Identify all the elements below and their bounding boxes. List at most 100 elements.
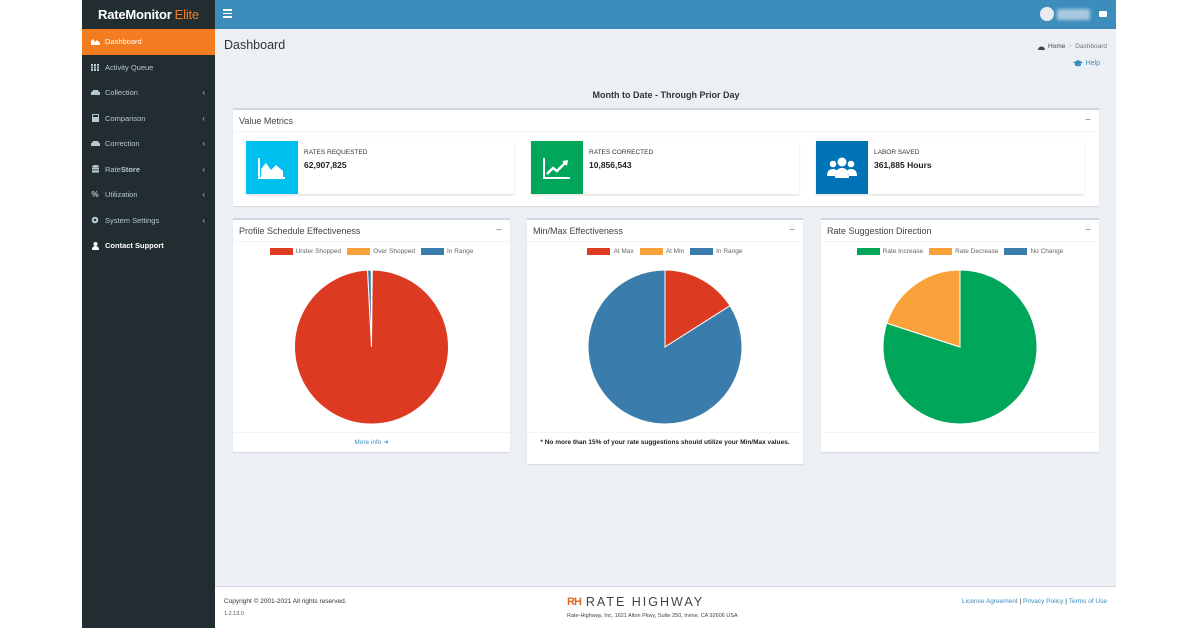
legend-item[interactable]: No Change	[1004, 248, 1063, 255]
app-logo[interactable]: RateMonitor Elite	[82, 0, 215, 29]
chart-legend: At Max At Min In Range	[527, 248, 803, 255]
breadcrumb: Home > Dashboard	[1038, 43, 1107, 50]
chevron-left-icon: ‹	[202, 113, 205, 123]
chevron-left-icon: ‹	[202, 215, 205, 225]
pie-slice-in-range[interactable]	[587, 269, 743, 425]
sidebar-item-contact-support[interactable]: Contact Support	[82, 233, 215, 259]
chevron-left-icon: ‹	[202, 164, 205, 174]
sidebar-item-activity-queue[interactable]: Activity Queue	[82, 55, 215, 81]
legend-label: Rate Decrease	[955, 248, 999, 255]
database-icon	[90, 165, 100, 173]
sidebar-item-label: Utilization	[105, 190, 138, 200]
sidebar-item-utilization[interactable]: % Utilization ‹	[82, 182, 215, 208]
metric-value: 10,856,543	[589, 160, 632, 170]
legend-item[interactable]: At Min	[639, 248, 685, 255]
pie-chart-area	[527, 268, 803, 426]
minmax-note: * No more than 15% of your rate suggesti…	[527, 432, 803, 453]
collapse-icon[interactable]: −	[496, 225, 502, 236]
legend-label: At Min	[665, 248, 685, 255]
sidebar-item-dashboard[interactable]: Dashboard	[82, 29, 215, 55]
box-title: Value Metrics	[239, 115, 293, 126]
chevron-left-icon: ‹	[202, 139, 205, 149]
chart-header: Min/Max Effectiveness −	[527, 220, 803, 242]
box-footer	[821, 432, 1099, 454]
license-agreement-link[interactable]: License Agreement	[962, 598, 1018, 605]
arrow-circle-right-icon: ➜	[383, 439, 389, 446]
pie-chart-area	[233, 268, 510, 426]
legend-item[interactable]: At Max	[587, 248, 634, 255]
sidebar-item-collection[interactable]: Collection ‹	[82, 80, 215, 106]
breadcrumb-home[interactable]: Home	[1048, 43, 1066, 50]
legend-item[interactable]: Over Shopped	[347, 248, 415, 255]
pie-slice-under-shopped[interactable]	[294, 269, 449, 425]
user-icon	[90, 241, 100, 250]
folder-icon[interactable]	[1099, 11, 1107, 17]
metric-card-labor-saved: LABOR SAVED 361,885 Hours	[816, 141, 1084, 194]
line-chart-icon	[531, 141, 583, 194]
metric-card-rates-corrected: RATES CORRECTED 10,856,543	[531, 141, 799, 194]
sidebar-item-correction[interactable]: Correction ‹	[82, 131, 215, 157]
legend-swatch	[639, 248, 663, 255]
sidebar-item-system-settings[interactable]: System Settings ‹	[82, 208, 215, 234]
sidebar-item-label: Contact Support	[105, 241, 164, 251]
percent-icon: %	[91, 190, 99, 200]
area-chart-icon	[90, 38, 100, 46]
value-metrics-header: Value Metrics −	[233, 110, 1099, 132]
terms-of-use-link[interactable]: Terms of Use	[1068, 598, 1107, 605]
ratestore-bold: Store	[120, 164, 141, 174]
legend-item[interactable]: In Range	[421, 248, 473, 255]
sidebar-item-label: Collection	[105, 88, 138, 98]
sidebar-item-label: Correction	[105, 139, 140, 149]
grid-icon	[90, 63, 100, 71]
legend-label: Rate Increase	[882, 248, 924, 255]
breadcrumb-current: Dashboard	[1075, 43, 1107, 50]
copyright: Copyright © 2001-2021 All rights reserve…	[224, 598, 347, 605]
more-info-link[interactable]: More info ➜	[354, 439, 388, 446]
legend-swatch	[1004, 248, 1028, 255]
legend-item[interactable]: Rate Increase	[856, 248, 924, 255]
sidebar-item-label: System Settings	[105, 215, 160, 225]
area-chart-icon	[246, 141, 298, 194]
avatar[interactable]	[1040, 7, 1054, 21]
sidebar-item-ratestore[interactable]: RateStore ‹	[82, 157, 215, 183]
legend-item[interactable]: Under Shopped	[269, 248, 341, 255]
help-link[interactable]: Help	[1072, 60, 1100, 67]
legend-label: In Range	[447, 248, 474, 255]
pie-chart	[587, 269, 743, 425]
hamburger-menu-icon[interactable]	[223, 9, 232, 19]
section-title: Month to Date - Through Prior Day	[592, 90, 740, 100]
legend-item[interactable]: In Range	[690, 248, 743, 255]
legend-label: At Max	[613, 248, 634, 255]
link-separator: |	[1019, 598, 1022, 605]
legend-swatch	[421, 248, 445, 255]
sidebar-item-comparison[interactable]: Comparison ‹	[82, 106, 215, 132]
user-name-blurred[interactable]	[1057, 9, 1090, 20]
app-frame: RateMonitor Elite Dashboard Activity Queu…	[82, 0, 1116, 628]
chevron-left-icon: ‹	[202, 190, 205, 200]
metric-label: RATES CORRECTED	[589, 149, 654, 156]
privacy-policy-link[interactable]: Privacy Policy	[1023, 598, 1064, 605]
pie-slice-at-max[interactable]	[664, 269, 731, 348]
collapse-icon[interactable]: −	[1085, 225, 1091, 236]
legend-swatch	[347, 248, 371, 255]
collapse-icon[interactable]: −	[1085, 115, 1091, 126]
legend-swatch	[929, 248, 953, 255]
car-icon	[90, 89, 100, 97]
sidebar-item-label: RateStore	[105, 165, 140, 174]
value-metrics-box: Value Metrics − RATES REQUESTED 62,907,8…	[233, 108, 1099, 206]
legend-label: No Change	[1030, 248, 1064, 255]
legend-swatch	[587, 248, 611, 255]
logo-main: RateMonitor	[98, 7, 172, 22]
graduation-cap-icon	[1072, 60, 1083, 67]
sidebar-item-label: Comparison	[105, 113, 146, 123]
pie-chart	[882, 269, 1038, 425]
box-footer: More info ➜	[233, 432, 510, 454]
chart-header: Rate Suggestion Direction −	[821, 220, 1099, 242]
legend-item[interactable]: Rate Decrease	[929, 248, 998, 255]
pie-chart	[294, 269, 449, 425]
chart-legend: Rate Increase Rate Decrease No Change	[821, 248, 1099, 255]
gear-icon	[90, 216, 100, 224]
collapse-icon[interactable]: −	[789, 225, 795, 236]
pie-slice-rate-decrease[interactable]	[886, 269, 961, 348]
dashboard-icon	[1038, 46, 1046, 50]
